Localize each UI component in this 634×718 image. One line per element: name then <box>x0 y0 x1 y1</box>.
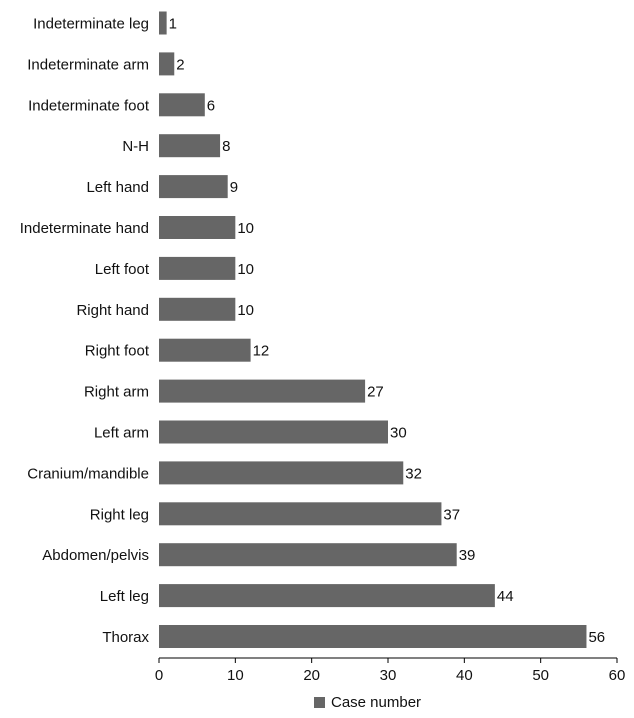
category-label: Left foot <box>95 261 150 278</box>
bar <box>159 379 366 403</box>
category-label: Cranium/mandible <box>27 465 149 482</box>
data-label: 10 <box>237 261 254 278</box>
data-label: 12 <box>253 343 270 360</box>
category-label: Indeterminate foot <box>28 97 150 114</box>
x-axis: 0 10 20 30 40 50 60 <box>155 657 626 684</box>
data-label: 1 <box>169 16 177 33</box>
bar <box>159 256 236 280</box>
bar <box>159 93 205 117</box>
x-tick-label: 60 <box>609 667 626 684</box>
legend: Case number <box>314 694 421 711</box>
data-label: 30 <box>390 425 407 442</box>
x-tick-label: 50 <box>532 667 549 684</box>
category-label: Right leg <box>90 506 149 523</box>
bar <box>159 461 404 485</box>
data-label: 44 <box>497 588 514 605</box>
category-label: Left hand <box>86 179 149 196</box>
bar <box>159 216 236 239</box>
x-tick-label: 20 <box>303 667 320 684</box>
bar <box>159 625 587 648</box>
bar <box>159 11 167 35</box>
category-label: Right arm <box>84 384 149 401</box>
category-label: Abdomen/pelvis <box>42 547 149 564</box>
bar <box>159 338 251 362</box>
category-label: Thorax <box>102 629 149 646</box>
category-label: Left leg <box>100 588 149 605</box>
x-tick-label: 0 <box>155 667 163 684</box>
data-label: 39 <box>459 547 476 564</box>
bar <box>159 52 175 76</box>
bar <box>159 134 221 158</box>
category-label: Left arm <box>94 425 149 442</box>
category-label: Right hand <box>76 302 149 319</box>
bar <box>159 584 495 608</box>
data-label: 6 <box>207 97 215 114</box>
legend-swatch <box>314 697 325 708</box>
data-label: 8 <box>222 138 230 155</box>
x-tick-label: 10 <box>227 667 244 684</box>
category-label: Indeterminate hand <box>20 220 149 237</box>
bar <box>159 502 442 526</box>
data-label: 56 <box>588 629 605 646</box>
bar <box>159 297 236 321</box>
category-label: Right foot <box>85 343 150 360</box>
category-label: Indeterminate leg <box>33 16 149 33</box>
category-labels-group: Indeterminate leg Indeterminate arm Indete… <box>20 16 150 647</box>
data-label: 10 <box>237 302 254 319</box>
bar <box>159 175 228 199</box>
data-label: 37 <box>443 506 460 523</box>
bars-group <box>159 11 587 648</box>
bar <box>159 420 388 444</box>
data-label: 9 <box>230 179 238 196</box>
category-label: N-H <box>122 138 149 155</box>
data-label: 10 <box>237 220 254 237</box>
data-label: 2 <box>176 56 184 73</box>
x-tick-label: 30 <box>380 667 397 684</box>
legend-label: Case number <box>331 694 421 711</box>
data-label: 32 <box>405 465 422 482</box>
bar <box>159 543 457 567</box>
category-label: Indeterminate arm <box>27 56 149 73</box>
x-tick-label: 40 <box>456 667 473 684</box>
data-label: 27 <box>367 384 384 401</box>
